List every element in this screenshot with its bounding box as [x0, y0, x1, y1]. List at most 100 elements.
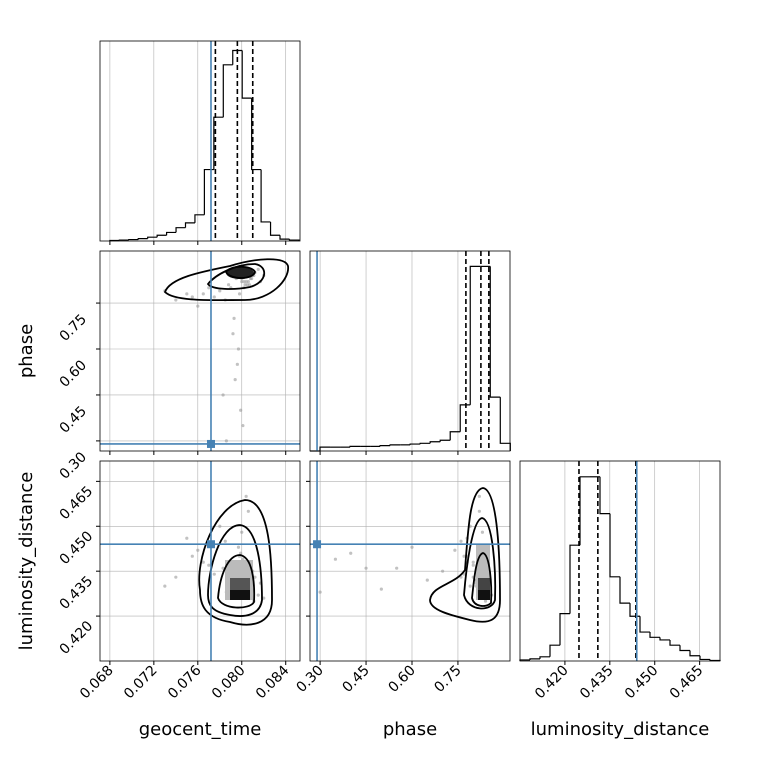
contours [163, 258, 501, 626]
truth-marker [206, 439, 215, 448]
sample-point [471, 563, 475, 567]
histogram-step [279, 235, 290, 240]
contour [217, 554, 256, 609]
histogram-step [429, 441, 441, 444]
sample-point [233, 378, 237, 382]
histogram-step [419, 442, 431, 445]
y-tick-label: 0.465 [57, 483, 97, 523]
sample-point [483, 599, 488, 603]
x-tick-label: 0.435 [577, 663, 617, 703]
panel-frame [309, 250, 511, 452]
x-tick-label: 0.084 [253, 662, 293, 702]
sample-point [250, 276, 254, 281]
contour [429, 487, 501, 623]
histogram-step [649, 632, 660, 638]
histogram-step [288, 239, 300, 241]
sample-point [453, 548, 457, 552]
sample-point [163, 584, 167, 588]
sample-point [246, 509, 250, 513]
sample-point [174, 575, 178, 579]
sample-point [242, 280, 246, 284]
sample-point [207, 563, 211, 567]
y-tick-label: 0.60 [57, 357, 90, 390]
sample-point [256, 593, 260, 597]
histogram-step [175, 227, 186, 233]
panel-frame [99, 40, 301, 242]
histogram-step [619, 576, 630, 604]
histogram-step [539, 656, 550, 659]
y-axis-label: luminosity_distance [16, 472, 37, 651]
histogram-step [389, 444, 401, 446]
sample-point [318, 590, 322, 594]
sample-point [212, 572, 216, 576]
sample-point [477, 509, 481, 513]
x-tick-label: 0.30 [294, 663, 327, 696]
histogram-step [559, 613, 570, 646]
contour [224, 265, 256, 279]
sample-point [190, 554, 194, 558]
sample-point [231, 332, 235, 336]
sample-point [236, 347, 241, 351]
histogram-step [579, 476, 590, 546]
sample-point [236, 545, 241, 549]
sample-point [477, 494, 481, 498]
contour [463, 517, 497, 610]
sample-point [468, 584, 472, 588]
histogram-step [679, 645, 690, 652]
sample-point [212, 295, 216, 299]
histogram-step [439, 439, 451, 442]
sample-point [239, 408, 243, 412]
x-tick-label: 0.75 [431, 663, 464, 696]
x-tick-label: 0.076 [165, 662, 205, 702]
histogram-step [260, 169, 271, 223]
histogram-step [203, 168, 214, 215]
x-tick-label: 0.450 [622, 663, 662, 703]
histogram-step [184, 222, 195, 228]
histogram-step [165, 231, 177, 236]
sample-point [201, 560, 205, 564]
histogram-step [319, 446, 331, 451]
contour [207, 524, 263, 617]
sample-point [207, 286, 211, 290]
sample-point [364, 566, 368, 570]
x-tick-label: 0.068 [77, 663, 117, 703]
sample-point [239, 551, 243, 555]
histogram-step [449, 431, 461, 441]
sample-point [262, 596, 266, 600]
histogram-step [241, 50, 252, 99]
histogram-step [599, 476, 610, 515]
histogram-step [459, 404, 471, 432]
sample-point [226, 283, 231, 287]
contour [163, 258, 289, 302]
x-tick-label: 0.420 [532, 663, 572, 703]
y-tick-label: 0.435 [57, 573, 97, 613]
sample-point [459, 539, 463, 543]
sample-point [232, 316, 236, 320]
histogram-step [689, 650, 700, 657]
x-tick-label: 0.45 [340, 663, 373, 696]
sample-point [410, 545, 414, 549]
contour [198, 499, 273, 626]
density-core [226, 267, 254, 279]
histogram-step [251, 98, 262, 171]
sample-point [196, 548, 200, 552]
contour [471, 552, 493, 607]
y-tick-label: 0.450 [57, 528, 97, 568]
panel-frame [99, 460, 301, 662]
sample-point [185, 536, 189, 540]
histogram-step [669, 639, 680, 646]
histogram-step [609, 513, 620, 578]
sample-point [190, 295, 194, 299]
sample-point [244, 280, 248, 284]
sample-point [471, 560, 475, 564]
histogram-step [469, 265, 481, 405]
truth-marker [206, 540, 215, 549]
sample-point [223, 539, 227, 543]
density-shading [225, 267, 490, 600]
sample-point [185, 292, 189, 296]
x-axis-label: luminosity_distance [531, 719, 710, 740]
panel-frame [309, 460, 511, 662]
sample-point [441, 569, 445, 573]
truth-marker [313, 540, 322, 549]
